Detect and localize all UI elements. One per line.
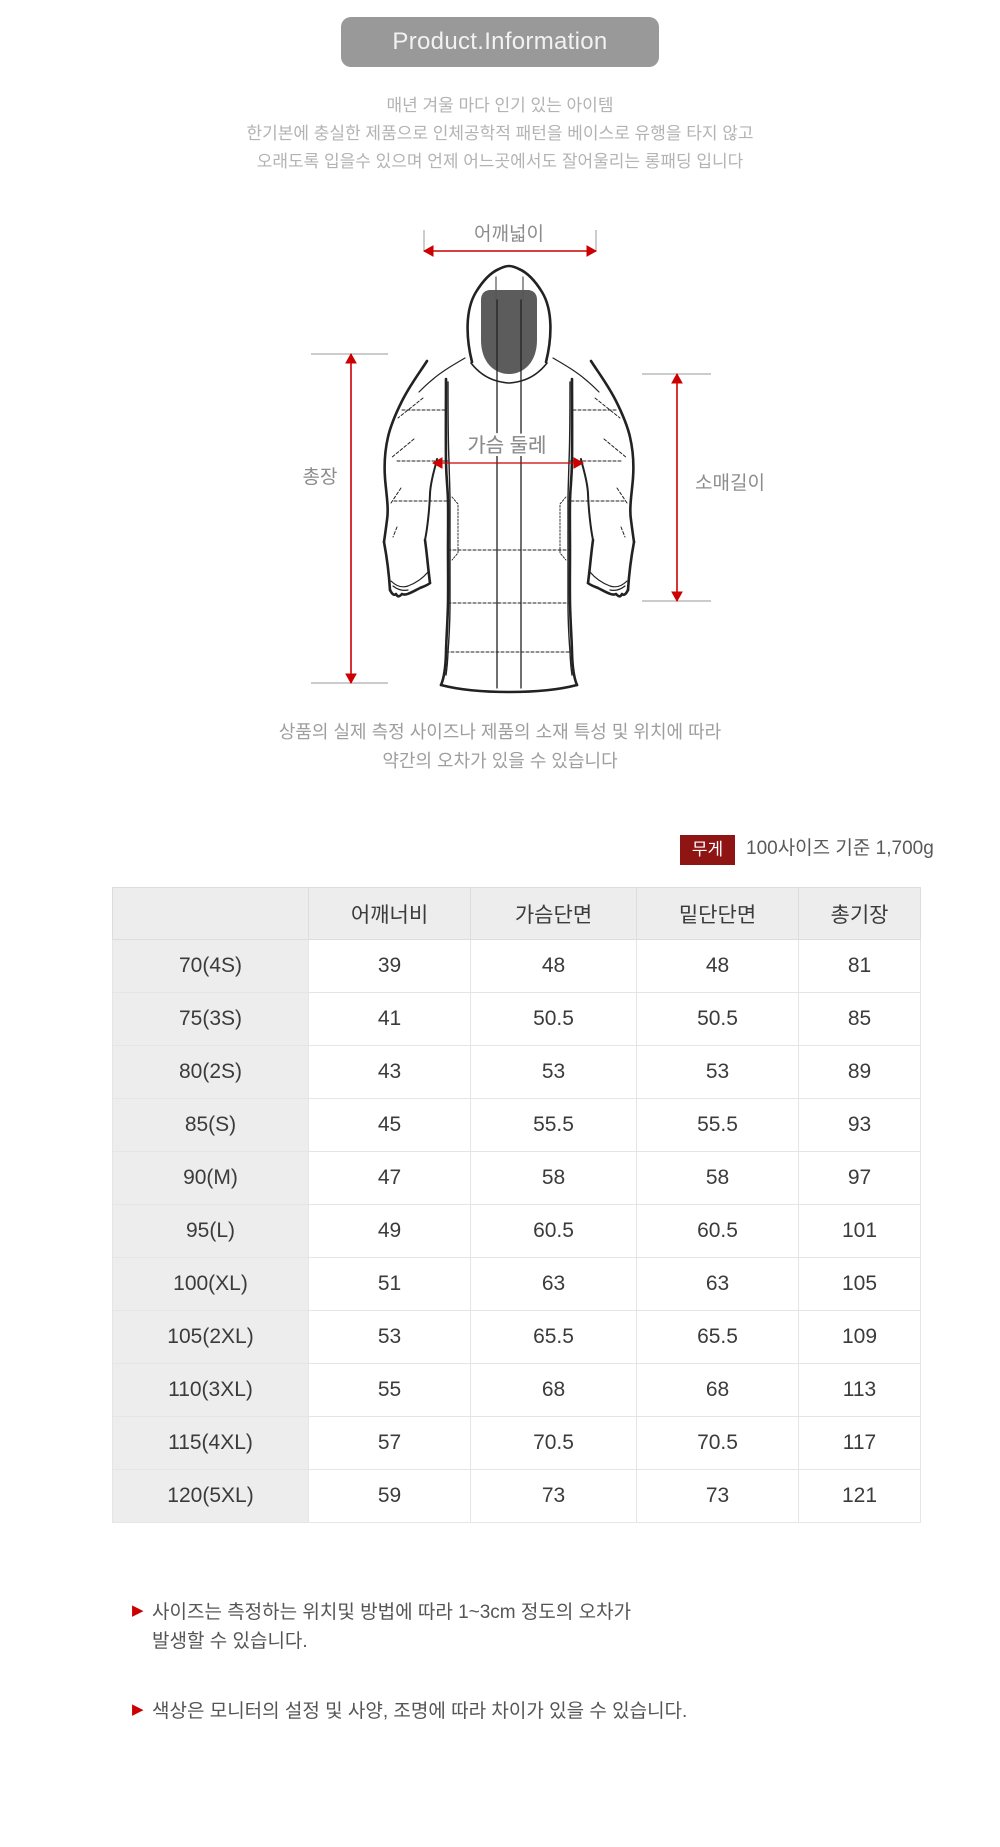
- svg-text:어깨넓이: 어깨넓이: [474, 223, 544, 245]
- svg-text:총장: 총장: [303, 466, 338, 488]
- svg-text:가슴 둘레: 가슴 둘레: [467, 434, 546, 457]
- svg-text:소매길이: 소매길이: [695, 472, 765, 494]
